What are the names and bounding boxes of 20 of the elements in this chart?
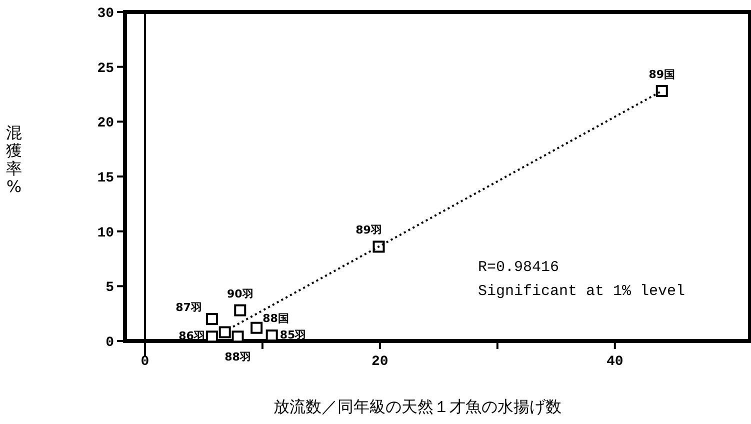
x-tick-label: 40: [606, 354, 624, 370]
y-tick-label: 0: [106, 335, 114, 351]
y-tick-label: 10: [97, 225, 114, 242]
annotation: 87羽: [176, 301, 202, 314]
y-tick-label: 5: [106, 280, 114, 296]
annotation: 89羽: [356, 224, 382, 237]
y-tick-label: 25: [97, 60, 114, 77]
annotation: R=0.98416: [478, 259, 560, 276]
annotation: 88羽: [224, 350, 251, 364]
y-axis-title: 混獲率%: [6, 123, 22, 196]
annotation: Significant at 1% level: [478, 283, 686, 300]
x-axis-title: 放流数／同年級の天然１才魚の水揚げ数: [274, 397, 562, 416]
annotation: 85羽: [280, 328, 306, 342]
annotation: 88国: [262, 312, 289, 325]
y-tick-label: 20: [97, 116, 114, 132]
x-tick-label: 20: [372, 354, 388, 370]
annotation: 90羽: [226, 287, 254, 300]
y-tick-label: 15: [97, 170, 114, 186]
y-tick-label: 30: [97, 6, 114, 22]
annotation: 89国: [648, 68, 676, 81]
